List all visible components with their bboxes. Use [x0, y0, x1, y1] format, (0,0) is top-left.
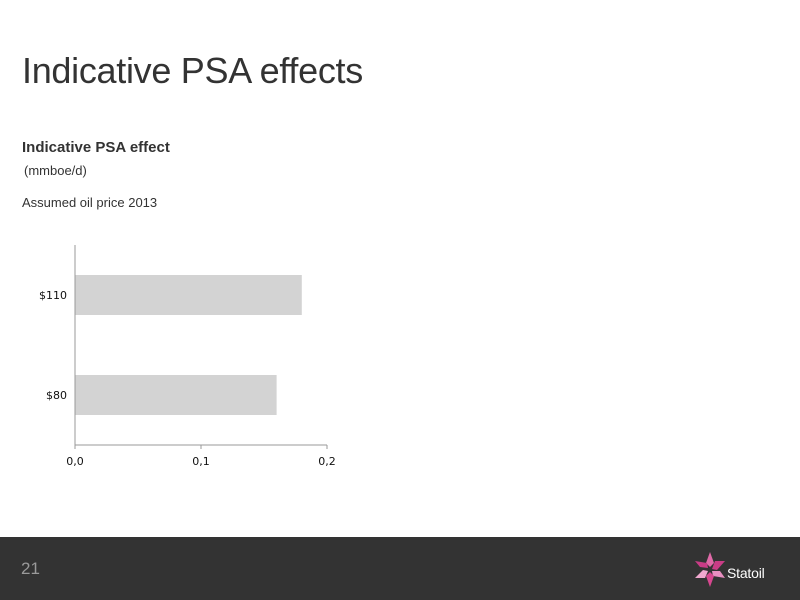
x-tick-label: 0,1	[192, 455, 210, 468]
star-icon	[695, 552, 725, 587]
category-label: $80	[46, 389, 67, 402]
x-tick-label: 0,0	[66, 455, 84, 468]
bar-0	[75, 275, 302, 315]
bar-chart: 0,0 0,1 0,2 $110 $80	[39, 245, 336, 468]
brand-name: Statoil	[727, 565, 765, 581]
statoil-logo: Statoil	[694, 549, 790, 589]
slide-title: Indicative PSA effects	[22, 50, 363, 91]
chart-note: Assumed oil price 2013	[22, 195, 158, 210]
footer-bar: 21 Statoil	[0, 537, 800, 600]
category-label: $110	[39, 289, 67, 302]
bar-1	[75, 375, 277, 415]
page-number: 21	[21, 559, 40, 578]
chart-unit: (mmboe/d)	[24, 163, 87, 178]
chart-title: Indicative PSA effect	[22, 139, 170, 156]
x-tick-label: 0,2	[318, 455, 336, 468]
